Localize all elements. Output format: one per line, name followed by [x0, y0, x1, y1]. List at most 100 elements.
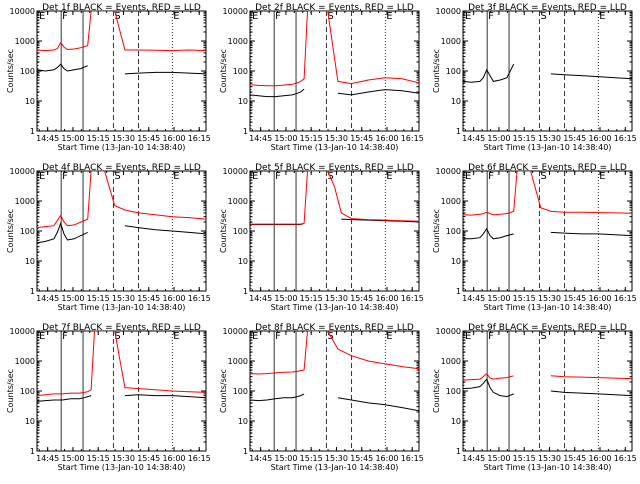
y-tick-label: 100	[20, 67, 35, 76]
series-events-line	[463, 378, 632, 398]
y-axis-label: Counts/sec	[432, 209, 441, 253]
x-tick-label: 15:45	[350, 454, 373, 463]
series-events-line	[37, 63, 206, 75]
x-tick-label: 16:15	[614, 294, 637, 303]
y-tick-label: 10000	[436, 327, 461, 336]
panel-1: Det 1f BLACK = Events, RED = LLD 1 10 100 10…	[6, 3, 211, 152]
event-marker-label: F	[488, 11, 494, 22]
x-tick-label: 16:00	[162, 134, 185, 143]
x-tick-label: 16:15	[188, 134, 211, 143]
event-marker-label: E	[39, 11, 45, 22]
x-tick-label: 16:15	[401, 454, 424, 463]
event-marker-label: F	[275, 331, 281, 342]
x-tick-label: 14:45	[249, 294, 272, 303]
x-axis-label: Start Time (13-Jan-10 14:38:40)	[271, 303, 399, 312]
series-lld-line	[250, 331, 419, 375]
event-marker-label: S	[114, 11, 120, 22]
x-tick-label: 16:00	[375, 454, 398, 463]
x-tick-label: 15:30	[112, 294, 135, 303]
x-tick-label: 15:00	[61, 294, 84, 303]
x-tick-label: 15:45	[350, 134, 373, 143]
event-marker-label: S	[327, 11, 333, 22]
y-tick-label: 100	[233, 387, 248, 396]
plot-frame	[249, 170, 420, 292]
series-lld-line	[463, 372, 632, 381]
x-tick-label: 15:30	[325, 294, 348, 303]
x-tick-label: 15:00	[61, 454, 84, 463]
y-axis-label: Counts/sec	[219, 369, 228, 413]
y-tick-label: 10	[25, 97, 35, 106]
y-tick-label: 10	[451, 97, 461, 106]
x-tick-label: 16:00	[588, 134, 611, 143]
series-events-line	[37, 394, 206, 402]
x-tick-label: 15:00	[487, 294, 510, 303]
y-tick-label: 1	[30, 447, 35, 456]
x-tick-label: 14:45	[36, 454, 59, 463]
y-tick-label: 10000	[223, 327, 248, 336]
y-tick-label: 10000	[223, 167, 248, 176]
series-lld-line	[37, 331, 206, 397]
x-tick-label: 15:30	[112, 454, 135, 463]
y-axis-label: Counts/sec	[432, 369, 441, 413]
y-tick-label: 10	[238, 257, 248, 266]
y-tick-label: 1	[243, 127, 248, 136]
x-tick-label: 15:45	[137, 134, 160, 143]
event-marker-label: E	[599, 11, 605, 22]
event-marker-label: E	[465, 331, 471, 342]
y-tick-label: 100	[233, 67, 248, 76]
event-marker-label: S	[114, 331, 120, 342]
event-marker-label: F	[275, 11, 281, 22]
x-tick-label: 15:00	[274, 454, 297, 463]
x-tick-label: 16:15	[614, 454, 637, 463]
x-tick-label: 14:45	[462, 454, 485, 463]
plot-frame	[36, 10, 207, 132]
y-tick-label: 100	[446, 387, 461, 396]
event-marker-label: E	[465, 171, 471, 182]
event-marker-label: E	[39, 331, 45, 342]
y-tick-label: 10	[25, 417, 35, 426]
plot-frame	[462, 330, 633, 452]
y-tick-label: 10000	[10, 167, 35, 176]
x-tick-label: 14:45	[36, 294, 59, 303]
y-tick-label: 100	[20, 387, 35, 396]
panel-9: Det 9f BLACK = Events, RED = LLD 1 10 100 10…	[432, 323, 637, 472]
panel-8: Det 8f BLACK = Events, RED = LLD 1 10 100 10…	[219, 323, 424, 472]
event-marker-label: E	[386, 331, 392, 342]
plot-frame	[36, 170, 207, 292]
x-tick-label: 16:15	[188, 294, 211, 303]
y-tick-label: 10	[238, 97, 248, 106]
panel-title: Det 1f BLACK = Events, RED = LLD	[42, 3, 201, 13]
x-tick-label: 14:45	[36, 134, 59, 143]
y-tick-label: 1000	[228, 357, 248, 366]
x-tick-label: 15:00	[487, 134, 510, 143]
y-tick-label: 1000	[441, 197, 461, 206]
x-tick-label: 15:45	[350, 294, 373, 303]
x-tick-label: 15:00	[61, 134, 84, 143]
y-tick-label: 1000	[441, 357, 461, 366]
x-tick-label: 14:45	[462, 134, 485, 143]
panel-title: Det 6f BLACK = Events, RED = LLD	[468, 163, 627, 173]
event-marker-label: E	[173, 171, 179, 182]
panel-title: Det 7f BLACK = Events, RED = LLD	[42, 323, 201, 333]
panel-5: Det 5f BLACK = Events, RED = LLD 1 10 100 10…	[219, 163, 424, 312]
y-tick-label: 1	[456, 127, 461, 136]
panel-title: Det 2f BLACK = Events, RED = LLD	[255, 3, 414, 13]
y-tick-label: 1	[456, 447, 461, 456]
y-tick-label: 10000	[10, 7, 35, 16]
event-marker-label: F	[62, 331, 68, 342]
series-lld-line	[250, 171, 419, 225]
event-marker-label: S	[114, 171, 120, 182]
y-tick-label: 1000	[228, 37, 248, 46]
event-marker-label: E	[386, 171, 392, 182]
panel-title: Det 4f BLACK = Events, RED = LLD	[42, 163, 201, 173]
y-axis-label: Counts/sec	[6, 369, 15, 413]
y-axis-label: Counts/sec	[432, 49, 441, 93]
x-tick-label: 15:15	[513, 294, 536, 303]
x-tick-label: 15:30	[538, 454, 561, 463]
x-axis-label: Start Time (13-Jan-10 14:38:40)	[271, 463, 399, 472]
x-tick-label: 14:45	[462, 294, 485, 303]
x-tick-label: 15:15	[300, 134, 323, 143]
y-tick-label: 1	[30, 287, 35, 296]
event-marker-label: S	[540, 331, 546, 342]
